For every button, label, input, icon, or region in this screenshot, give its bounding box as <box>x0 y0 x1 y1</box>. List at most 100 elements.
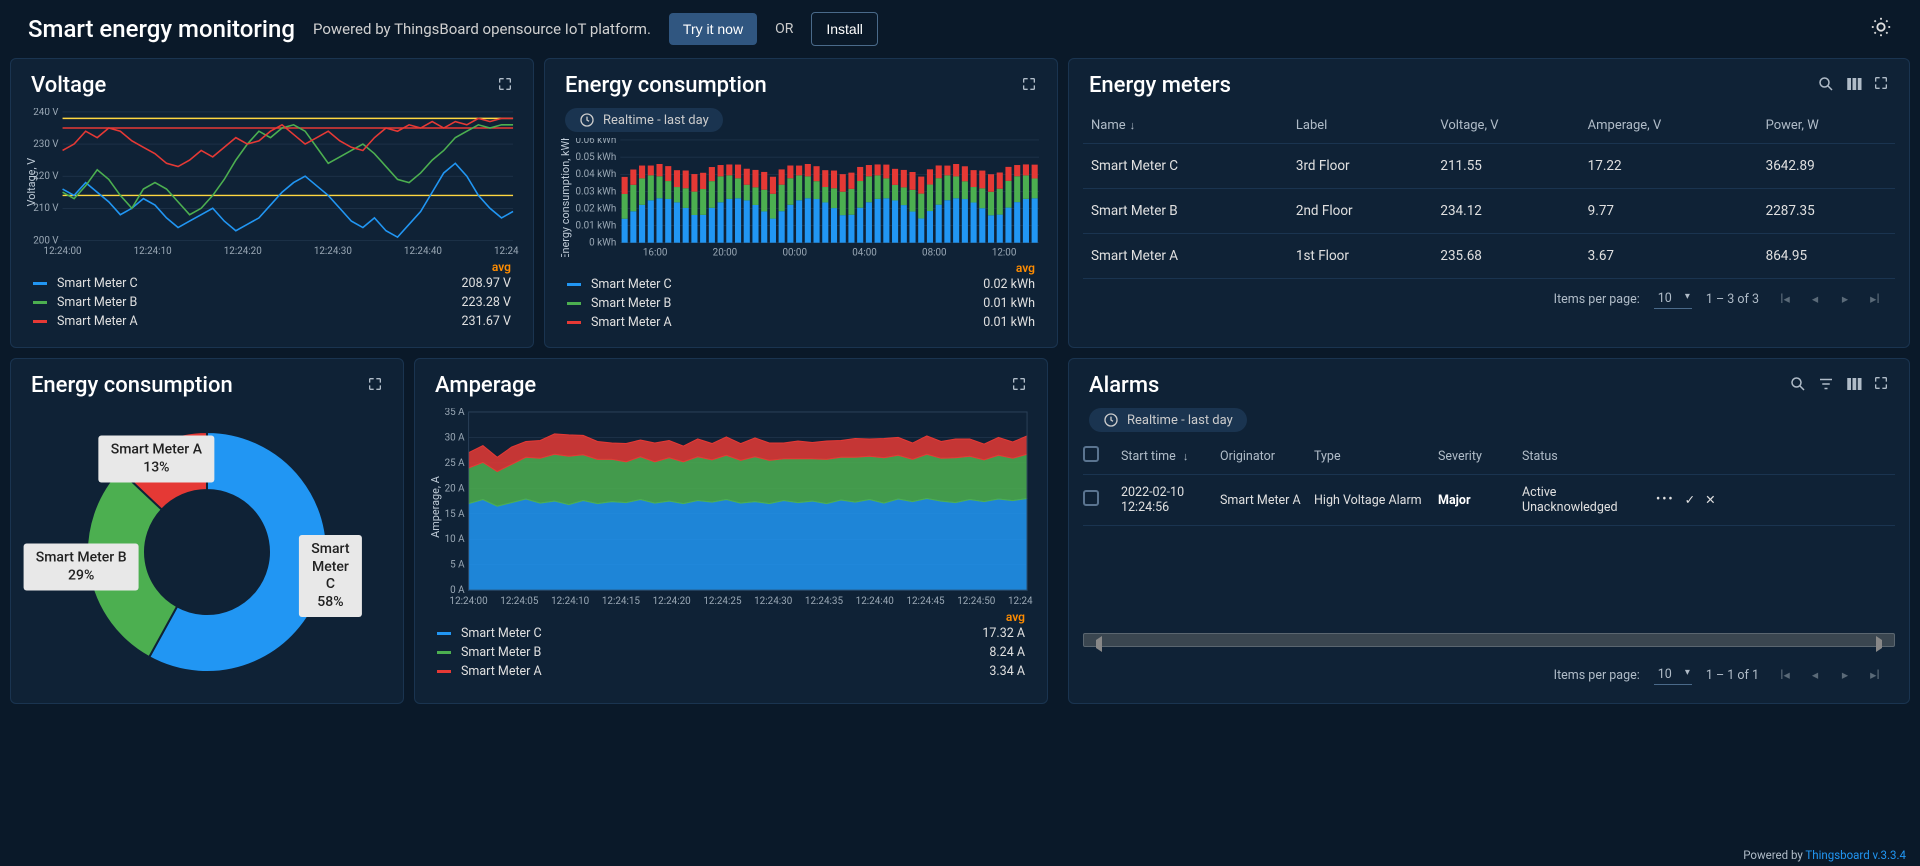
horizontal-scrollbar[interactable] <box>1083 633 1895 647</box>
legend-item[interactable]: Smart Meter A231.67 V <box>25 312 519 331</box>
columns-icon[interactable] <box>1845 375 1863 397</box>
svg-text:12:24:10: 12:24:10 <box>134 246 172 256</box>
row-checkbox[interactable] <box>1083 490 1099 506</box>
svg-text:240 V: 240 V <box>33 108 59 118</box>
energy-pie-panel: Energy consumption Smart Meter C58%Smart… <box>10 358 404 704</box>
alarm-type: High Voltage Alarm <box>1314 493 1434 508</box>
svg-text:30 A: 30 A <box>445 432 466 443</box>
legend-item[interactable]: Smart Meter B223.28 V <box>25 293 519 312</box>
amperage-panel: Amperage 0 A5 A10 A15 A20 A25 A30 A35 AA… <box>414 358 1048 704</box>
theme-toggle-icon[interactable] <box>1870 16 1892 42</box>
svg-text:10 A: 10 A <box>445 534 466 545</box>
prev-page-icon[interactable]: ◂ <box>1803 667 1827 683</box>
search-icon[interactable] <box>1789 375 1807 397</box>
first-page-icon[interactable]: I◂ <box>1773 667 1797 683</box>
table-row[interactable]: Smart Meter A1st Floor235.683.67864.95 <box>1083 234 1895 279</box>
svg-text:0 kWh: 0 kWh <box>589 238 616 249</box>
legend-item[interactable]: Smart Meter B0.01 kWh <box>559 294 1043 313</box>
or-label: OR <box>775 21 793 37</box>
table-header[interactable]: Name↓ <box>1083 108 1288 144</box>
svg-text:0.05 kWh: 0.05 kWh <box>575 152 616 163</box>
more-icon[interactable]: ••• <box>1656 492 1675 508</box>
fullscreen-icon[interactable] <box>1011 376 1027 396</box>
page-range: 1 – 3 of 3 <box>1706 292 1759 307</box>
table-row[interactable]: Smart Meter C3rd Floor211.5517.223642.89 <box>1083 144 1895 189</box>
alarm-severity: Major <box>1438 493 1518 508</box>
search-icon[interactable] <box>1817 75 1835 97</box>
prev-page-icon[interactable]: ◂ <box>1803 291 1827 307</box>
table-header[interactable]: Voltage, V <box>1432 108 1579 144</box>
col-start-time[interactable]: Start time ↓ <box>1121 449 1216 464</box>
items-per-page-select[interactable]: 10 <box>1654 665 1692 685</box>
footer-link[interactable]: Thingsboard v.3.3.4 <box>1805 848 1906 862</box>
avg-label: avg <box>429 610 1033 624</box>
svg-text:12:24:30: 12:24:30 <box>314 246 352 256</box>
svg-text:12:24:20: 12:24:20 <box>224 246 262 256</box>
svg-text:12:24:55: 12:24:55 <box>1008 596 1033 606</box>
col-originator[interactable]: Originator <box>1220 449 1310 464</box>
fullscreen-icon[interactable] <box>497 76 513 96</box>
table-header[interactable]: Label <box>1288 108 1433 144</box>
filter-icon[interactable] <box>1817 375 1835 397</box>
legend-item[interactable]: Smart Meter C0.02 kWh <box>559 275 1043 294</box>
svg-text:20 A: 20 A <box>445 483 466 494</box>
legend-item[interactable]: Smart Meter B8.24 A <box>429 643 1033 662</box>
energy-consumption-title: Energy consumption <box>565 73 1021 98</box>
col-status[interactable]: Status <box>1522 449 1652 464</box>
last-page-icon[interactable]: ▸I <box>1863 667 1887 683</box>
alarm-time: 2022-02-10 12:24:56 <box>1121 485 1216 515</box>
legend-item[interactable]: Smart Meter C208.97 V <box>25 274 519 293</box>
svg-text:12:24:40: 12:24:40 <box>404 246 442 256</box>
ack-icon[interactable]: ✓ <box>1685 492 1695 508</box>
items-per-page-label: Items per page: <box>1554 292 1640 307</box>
items-per-page-select[interactable]: 10 <box>1654 289 1692 309</box>
legend-item[interactable]: Smart Meter A3.34 A <box>429 662 1033 681</box>
alarm-originator: Smart Meter A <box>1220 493 1310 508</box>
energy-pie-title: Energy consumption <box>31 373 367 398</box>
svg-text:04:00: 04:00 <box>852 248 877 257</box>
fullscreen-icon[interactable] <box>1021 76 1037 96</box>
table-header[interactable]: Amperage, V <box>1580 108 1758 144</box>
meters-paginator: Items per page: 10 1 – 3 of 3 I◂ ◂ ▸ ▸I <box>1083 279 1895 319</box>
alarm-row[interactable]: 2022-02-10 12:24:56 Smart Meter A High V… <box>1083 475 1895 526</box>
legend-item[interactable]: Smart Meter C17.32 A <box>429 624 1033 643</box>
energy-meters-panel: Energy meters Name↓LabelVoltage, VAmpera… <box>1068 58 1910 348</box>
clock-icon <box>579 112 595 128</box>
last-page-icon[interactable]: ▸I <box>1863 291 1887 307</box>
svg-text:25 A: 25 A <box>445 458 466 469</box>
svg-text:Voltage, V: Voltage, V <box>25 158 38 207</box>
realtime-text: Realtime - last day <box>1127 413 1233 428</box>
legend-item[interactable]: Smart Meter A0.01 kWh <box>559 313 1043 332</box>
voltage-chart: 200 V210 V220 V230 V240 V12:24:0012:24:1… <box>25 108 519 256</box>
first-page-icon[interactable]: I◂ <box>1773 291 1797 307</box>
col-severity[interactable]: Severity <box>1438 449 1518 464</box>
col-type[interactable]: Type <box>1314 449 1434 464</box>
fullscreen-icon[interactable] <box>1873 75 1889 97</box>
footer: Powered by Thingsboard v.3.3.4 <box>1743 848 1906 862</box>
realtime-badge[interactable]: Realtime - last day <box>1089 408 1247 432</box>
amperage-chart: 0 A5 A10 A15 A20 A25 A30 A35 AAmperage, … <box>429 408 1033 606</box>
next-page-icon[interactable]: ▸ <box>1833 291 1857 307</box>
svg-text:230 V: 230 V <box>33 139 59 150</box>
try-it-now-button[interactable]: Try it now <box>669 13 757 45</box>
alarms-panel: Alarms Realtime - last day Start time ↓ … <box>1068 358 1910 704</box>
columns-icon[interactable] <box>1845 75 1863 97</box>
next-page-icon[interactable]: ▸ <box>1833 667 1857 683</box>
table-row[interactable]: Smart Meter B2nd Floor234.129.772287.35 <box>1083 189 1895 234</box>
svg-text:Energy consumption, kWh: Energy consumption, kWh <box>559 138 572 257</box>
svg-text:12:24:30: 12:24:30 <box>754 596 792 606</box>
select-all-checkbox[interactable] <box>1083 446 1099 462</box>
clear-icon[interactable]: ✕ <box>1705 492 1715 508</box>
realtime-badge[interactable]: Realtime - last day <box>565 108 723 132</box>
svg-text:12:24:00: 12:24:00 <box>44 246 82 256</box>
fullscreen-icon[interactable] <box>367 376 383 396</box>
donut-slice-label: Smart Meter A13% <box>99 436 214 483</box>
svg-text:12:24:15: 12:24:15 <box>602 596 641 606</box>
svg-text:20:00: 20:00 <box>713 248 738 257</box>
install-button[interactable]: Install <box>811 12 878 46</box>
table-header[interactable]: Power, W <box>1758 108 1895 144</box>
fullscreen-icon[interactable] <box>1873 375 1889 397</box>
amperage-title: Amperage <box>435 373 1011 398</box>
page-range: 1 – 1 of 1 <box>1706 668 1759 683</box>
page-title: Smart energy monitoring <box>28 15 295 43</box>
